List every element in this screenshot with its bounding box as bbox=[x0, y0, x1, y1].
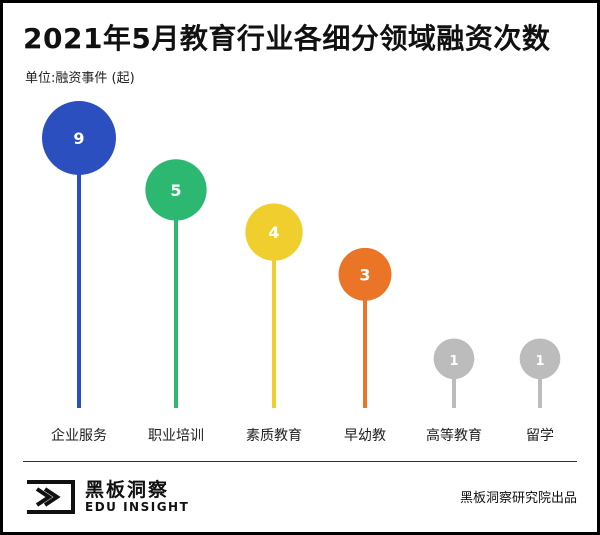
lollipop-head bbox=[245, 203, 303, 261]
footer-divider bbox=[23, 461, 577, 462]
lollipop-head bbox=[519, 338, 561, 380]
lollipop-chart: 9 企业服务 5 职业培训 4 素质教育 3 早幼教 1 高等教育 1 留学 bbox=[42, 101, 561, 444]
brand-logo: 黑板洞察 EDU INSIGHT bbox=[25, 475, 188, 521]
lollipop-head bbox=[145, 159, 207, 221]
lollipop-head bbox=[433, 338, 475, 380]
lollipop-head bbox=[338, 247, 392, 301]
category-label: 高等教育 bbox=[426, 427, 482, 444]
unit-label: 单位:融资事件 (起) bbox=[25, 71, 135, 86]
source-credit: 黑板洞察研究院出品 bbox=[459, 491, 577, 506]
data-label: 5 bbox=[170, 181, 181, 200]
brand-mark-icon bbox=[27, 480, 75, 514]
lollipop-head bbox=[42, 101, 116, 175]
category-label: 留学 bbox=[526, 428, 554, 444]
data-label: 9 bbox=[73, 129, 84, 148]
category-label: 职业培训 bbox=[148, 428, 204, 444]
category-label: 早幼教 bbox=[344, 428, 386, 444]
brand-name-en: EDU INSIGHT bbox=[85, 500, 190, 514]
category-label: 企业服务 bbox=[51, 427, 107, 444]
chart-card: 2021年5月教育行业各细分领域融资次数 单位:融资事件 (起) 9 企业服务 5 职… bbox=[3, 3, 597, 532]
data-label: 1 bbox=[449, 354, 458, 369]
data-label: 1 bbox=[535, 354, 544, 369]
brand-name-cn: 黑板洞察 bbox=[85, 479, 170, 501]
data-label: 3 bbox=[359, 265, 370, 284]
data-label: 4 bbox=[268, 223, 279, 242]
chart-title: 2021年5月教育行业各细分领域融资次数 bbox=[23, 22, 551, 55]
category-label: 素质教育 bbox=[246, 428, 302, 444]
